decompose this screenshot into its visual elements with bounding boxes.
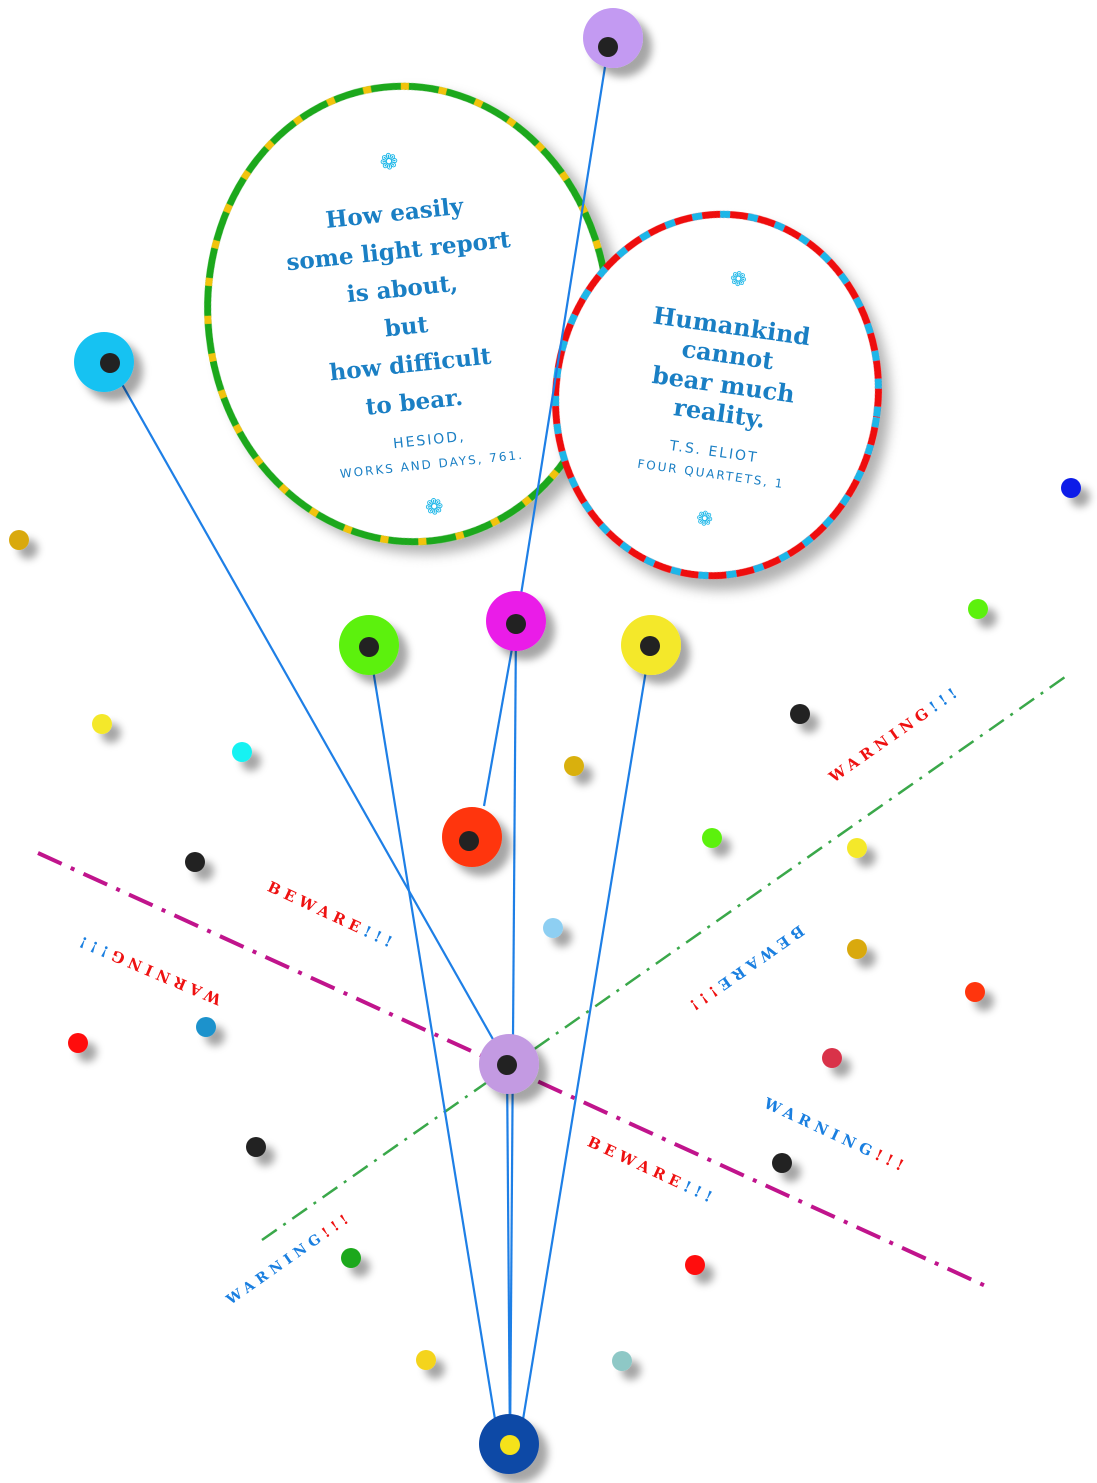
green-dashed-line (261, 675, 1066, 1242)
beware-label: BEWARE!!! (265, 878, 400, 954)
beware-label: BEWARE!!! (682, 921, 807, 1016)
warning-label: WARNING!!! (72, 931, 224, 1009)
flower-ornament-icon: ❁ (378, 148, 399, 175)
warning-label: WARNING!!! (223, 1209, 356, 1309)
confetti-dots (9, 478, 1081, 1371)
beware-label: BEWARE!!! (585, 1133, 720, 1209)
big-balloons (74, 8, 681, 1474)
warning-label: WARNING!!! (825, 682, 965, 787)
flower-ornament-icon: ❁ (728, 268, 748, 292)
quote-line: but (383, 311, 429, 342)
flower-ornament-icon: ❁ (695, 507, 715, 531)
quote-author: HESIOD, (392, 429, 466, 453)
right-quote-balloon (552, 210, 882, 580)
flower-ornament-icon: ❁ (424, 493, 445, 520)
